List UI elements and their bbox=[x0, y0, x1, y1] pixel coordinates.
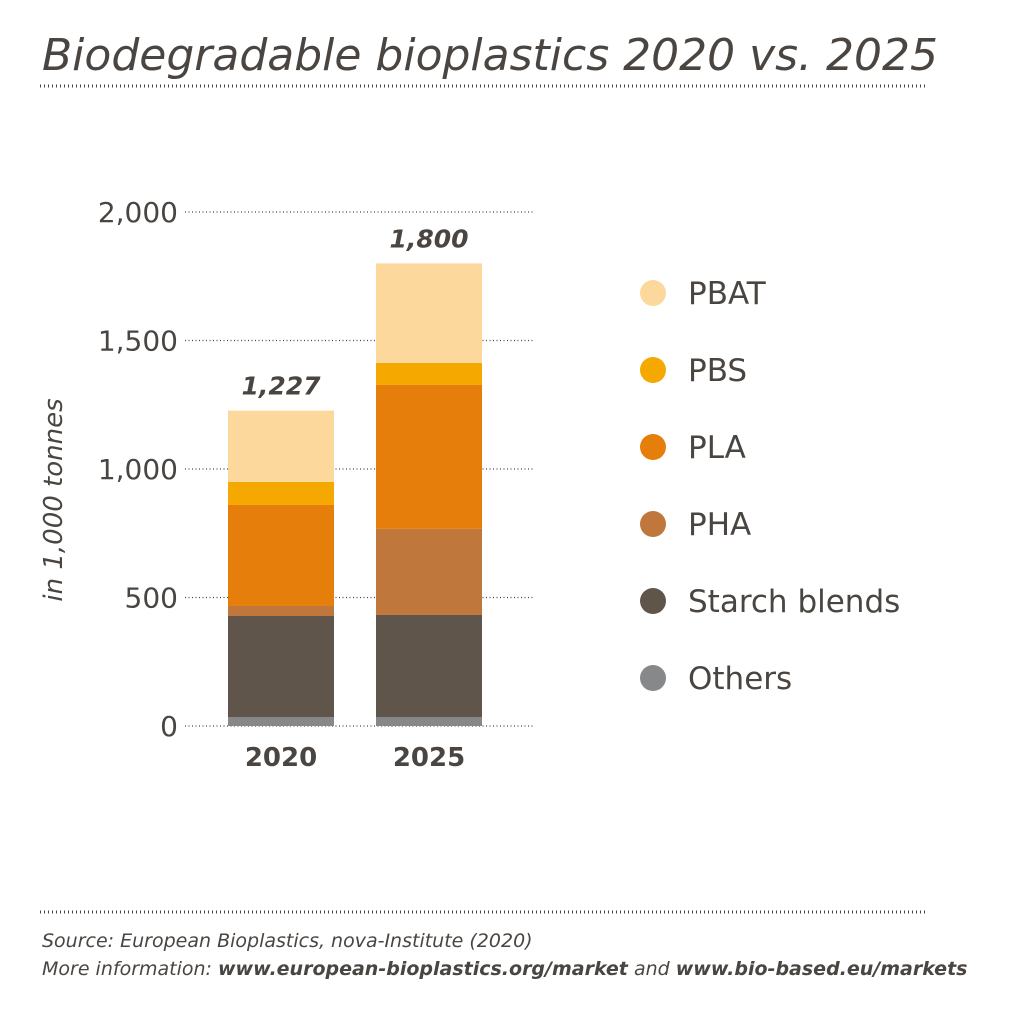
legend-swatch bbox=[640, 665, 666, 691]
bar-segment bbox=[228, 504, 334, 606]
y-tick-label: 2,000 bbox=[98, 196, 178, 229]
legend-label: PBAT bbox=[688, 276, 767, 312]
link: www.european-bioplastics.org/market bbox=[218, 958, 629, 980]
bar-segment bbox=[376, 263, 482, 363]
y-tick-label: 500 bbox=[125, 582, 178, 615]
source: Source: European Bioplastics, nova-Insti… bbox=[42, 930, 533, 952]
x-tick-label: 2020 bbox=[245, 743, 317, 773]
more-info: More information: www.european-bioplasti… bbox=[42, 958, 967, 980]
legend-swatch bbox=[640, 280, 666, 306]
legend-label: PLA bbox=[688, 430, 746, 466]
total-label: 1,227 bbox=[241, 372, 321, 401]
text: More information: bbox=[42, 958, 218, 980]
x-tick-label: 2025 bbox=[393, 743, 465, 773]
bar-segment bbox=[376, 384, 482, 529]
bar-segment bbox=[228, 410, 334, 482]
legend-label: Others bbox=[688, 661, 792, 697]
legend-swatch bbox=[640, 588, 666, 614]
y-axis-label: in 1,000 tonnes bbox=[39, 398, 69, 601]
legend-label: PBS bbox=[688, 353, 747, 389]
bar-segment bbox=[228, 717, 334, 726]
legend-swatch bbox=[640, 434, 666, 460]
bar-segment bbox=[376, 528, 482, 615]
legend-swatch bbox=[640, 511, 666, 537]
bar-segment bbox=[228, 605, 334, 617]
link: www.bio-based.eu/markets bbox=[676, 958, 968, 980]
legend-swatch bbox=[640, 357, 666, 383]
y-tick-label: 1,500 bbox=[98, 325, 178, 358]
y-tick-label: 0 bbox=[160, 710, 178, 743]
legend-label: PHA bbox=[688, 507, 751, 543]
text: and bbox=[628, 958, 676, 980]
bar-segment bbox=[376, 614, 482, 718]
total-label: 1,800 bbox=[389, 224, 468, 253]
bar-segment bbox=[228, 481, 334, 505]
legend-label: Starch blends bbox=[688, 584, 900, 620]
bar-segment bbox=[376, 362, 482, 385]
bar-segment bbox=[228, 616, 334, 718]
chart-title: Biodegradable bioplastics 2020 vs. 2025 bbox=[42, 30, 938, 81]
bar-segment bbox=[376, 717, 482, 726]
y-tick-label: 1,000 bbox=[98, 453, 178, 486]
